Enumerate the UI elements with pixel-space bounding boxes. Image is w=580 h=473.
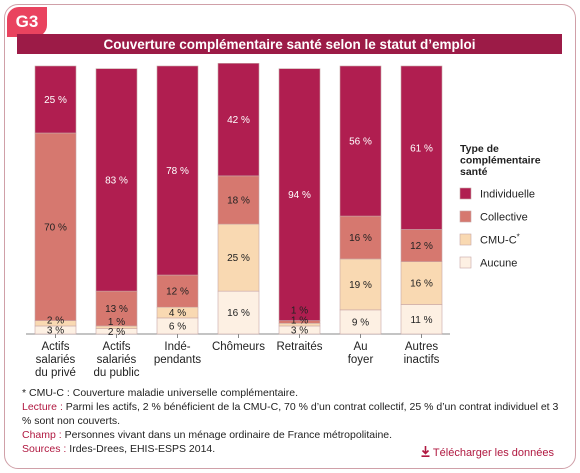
- legend-label-individuelle: Individuelle: [480, 189, 535, 201]
- download-data-link[interactable]: Télécharger les données: [421, 446, 554, 459]
- data-label: 19 %: [349, 280, 372, 291]
- x-tick-label: Autres: [405, 341, 438, 353]
- data-label: 18 %: [227, 196, 250, 207]
- chart-area: Actifs salariés du privé Actifs salariés du p…: [18, 60, 562, 380]
- legend-swatch-aucune: [459, 256, 472, 269]
- bar-collective-4: [217, 175, 260, 225]
- note-lecture-text: Parmi les actifs, 2 % bénéficient de la …: [22, 401, 559, 427]
- data-label: 78 %: [166, 166, 189, 177]
- x-tick-label: Retraités: [276, 341, 322, 353]
- data-label: 1 %: [108, 317, 125, 328]
- bar-individuelle-6: [339, 65, 382, 217]
- x-tick-label: Chômeurs: [212, 341, 265, 353]
- data-label: 61 %: [410, 143, 433, 154]
- data-label: 2 %: [108, 327, 125, 338]
- bar-collective-1: [34, 132, 77, 321]
- note-champ-text: Personnes vivant dans un ménage ordinair…: [64, 429, 393, 441]
- data-label: 16 %: [349, 233, 372, 244]
- x-tick-label: inactifs: [404, 354, 440, 366]
- data-label: 56 %: [349, 137, 372, 148]
- download-data-label: Télécharger les données: [432, 447, 554, 459]
- bar-collective-2: [95, 290, 138, 327]
- note-lecture: Lecture : Parmi les actifs, 2 % bénéfici…: [22, 400, 562, 428]
- legend-label-cmu-c: CMU-C*: [480, 233, 520, 247]
- bar-aucune-4: [217, 290, 260, 335]
- legend-label-aucune: Aucune: [480, 258, 517, 270]
- data-label: 16 %: [227, 308, 250, 319]
- legend-title: complémentaire: [460, 155, 541, 167]
- note-sources-key: Sources :: [22, 443, 67, 455]
- legend-swatch-collective: [459, 210, 472, 223]
- x-tick-label: Indé-: [164, 341, 190, 353]
- note-sources: Sources : Irdes-Drees, EHIS-ESPS 2014.: [22, 442, 562, 456]
- bar-individuelle-4: [217, 63, 260, 177]
- data-label: 25 %: [44, 95, 67, 106]
- x-tick-label: salariés: [36, 354, 76, 366]
- bar-cmu-c-6: [339, 258, 382, 311]
- x-tick-label: du public: [93, 367, 139, 379]
- bar-individuelle-5: [278, 68, 321, 321]
- x-tick-label: Au: [353, 341, 367, 353]
- data-label: 12 %: [410, 241, 433, 252]
- legend-swatch-cmu-c: [459, 233, 472, 246]
- note-champ-key: Champ :: [22, 429, 62, 441]
- download-icon: [421, 446, 430, 457]
- bar-individuelle-1: [34, 65, 77, 134]
- x-tick-label: salariés: [97, 354, 137, 366]
- data-label: 25 %: [227, 253, 250, 264]
- figure-badge: G3: [7, 7, 47, 37]
- bar-cmu-c-4: [217, 223, 260, 292]
- bar-cmu-c-7: [400, 261, 443, 305]
- bar-aucune-6: [339, 309, 382, 335]
- data-label: 94 %: [288, 190, 311, 201]
- bar-individuelle-7: [400, 65, 443, 230]
- x-tick-label: du privé: [35, 367, 76, 379]
- legend-label-collective: Collective: [480, 212, 528, 224]
- chart-title: Couverture complémentaire santé selon le…: [17, 34, 562, 54]
- legend-swatch-individuelle: [459, 187, 472, 200]
- data-label: 70 %: [44, 222, 67, 233]
- x-tick-label: foyer: [348, 354, 374, 366]
- note-cmu: * CMU-C : Couverture maladie universelle…: [22, 387, 299, 399]
- legend-title: santé: [460, 166, 488, 178]
- data-label: 1 %: [291, 316, 308, 327]
- data-label: 13 %: [105, 304, 128, 315]
- data-label: 42 %: [227, 115, 250, 126]
- data-label: 2 %: [47, 316, 64, 327]
- data-label: 3 %: [291, 326, 308, 337]
- data-label: 9 %: [352, 318, 369, 329]
- data-label: 83 %: [105, 176, 128, 187]
- x-tick-label: Actifs: [102, 341, 130, 353]
- note-champ: Champ : Personnes vivant dans un ménage …: [22, 428, 562, 442]
- bar-individuelle-3: [156, 65, 199, 276]
- note-sources-text: Irdes-Drees, EHIS-ESPS 2014.: [69, 443, 216, 455]
- data-label: 6 %: [169, 322, 186, 333]
- bar-aucune-7: [400, 304, 443, 335]
- data-label: 4 %: [169, 308, 186, 319]
- note-lecture-key: Lecture :: [22, 401, 63, 413]
- bar-collective-6: [339, 215, 382, 260]
- data-label: 1 %: [291, 306, 308, 317]
- data-label: 12 %: [166, 287, 189, 298]
- chart-notes: * CMU-C : Couverture maladie universelle…: [22, 386, 562, 456]
- bar-individuelle-2: [95, 68, 138, 292]
- x-tick-label: pendants: [154, 354, 202, 366]
- x-tick-label: Actifs: [41, 341, 69, 353]
- bar-collective-7: [400, 229, 443, 262]
- data-label: 3 %: [47, 326, 64, 337]
- data-label: 16 %: [410, 279, 433, 290]
- bar-collective-3: [156, 274, 199, 308]
- data-label: 11 %: [410, 315, 432, 326]
- legend-title: Type de: [460, 143, 499, 155]
